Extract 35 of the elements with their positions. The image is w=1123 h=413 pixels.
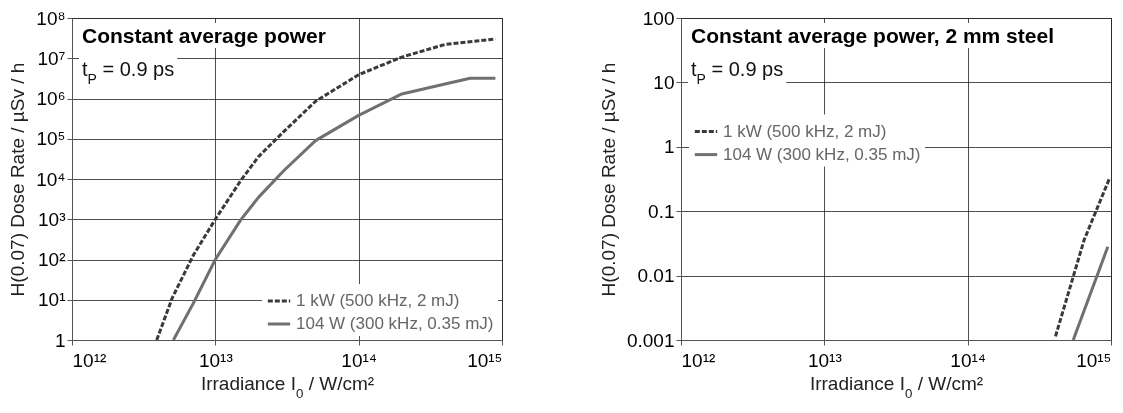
- y-tick-label: 10¹: [38, 289, 66, 311]
- y-tick-label: 1: [663, 136, 675, 158]
- x-tick-label: 10¹⁴: [341, 349, 377, 371]
- x-tick-label: 10¹³: [807, 349, 842, 371]
- y-tick-label: 0.1: [648, 200, 675, 222]
- legend-label: 104 W (300 kHz, 0.35 mJ): [723, 144, 921, 164]
- x-tick-label: 10¹²: [681, 349, 716, 371]
- y-tick-label: 0.01: [637, 265, 675, 287]
- y-tick-label: 10: [653, 71, 675, 93]
- x-axis-title: Irradiance I$_{0}$ / W/cm²: [200, 372, 375, 400]
- x-tick-label: 10¹⁵: [1076, 349, 1112, 371]
- x-tick-label: 10¹⁴: [950, 349, 986, 371]
- x-axis-title: Irradiance I$_{0}$ / W/cm²: [809, 372, 984, 400]
- y-tick-label: 10³: [38, 208, 66, 230]
- y-tick-label: 10²: [38, 249, 66, 270]
- legend-label: 104 W (300 kHz, 0.35 mJ): [296, 314, 494, 333]
- x-tick-label: 10¹²: [72, 349, 107, 371]
- y-tick-label: 100: [642, 7, 675, 29]
- y-tick-label: 10⁶: [36, 88, 66, 109]
- chart-title: Constant average power: [82, 24, 326, 47]
- legend-label: 1 kW (500 kHz, 2 mJ): [296, 291, 460, 310]
- x-tick-label: 10¹³: [198, 349, 233, 371]
- y-tick-label: 10⁵: [36, 128, 66, 150]
- y-axis-title: H(0.07) Dose Rate / µSv / h: [597, 62, 619, 297]
- y-tick-label: 10⁴: [36, 168, 66, 190]
- y-tick-label: 10⁸: [36, 7, 66, 29]
- chart-title: Constant average power, 2 mm steel: [691, 24, 1054, 47]
- annotation: t$_{P}$ = 0.9 ps: [82, 58, 175, 87]
- y-axis-title: H(0.07) Dose Rate / µSv / h: [7, 62, 29, 297]
- y-tick-label: 10⁷: [37, 47, 66, 69]
- x-tick-label: 10¹⁵: [467, 349, 503, 371]
- annotation: t$_{P}$ = 0.9 ps: [691, 58, 784, 87]
- y-tick-label: 1: [54, 329, 66, 351]
- legend-label: 1 kW (500 kHz, 2 mJ): [723, 121, 887, 141]
- y-tick-label: 0.001: [626, 329, 675, 351]
